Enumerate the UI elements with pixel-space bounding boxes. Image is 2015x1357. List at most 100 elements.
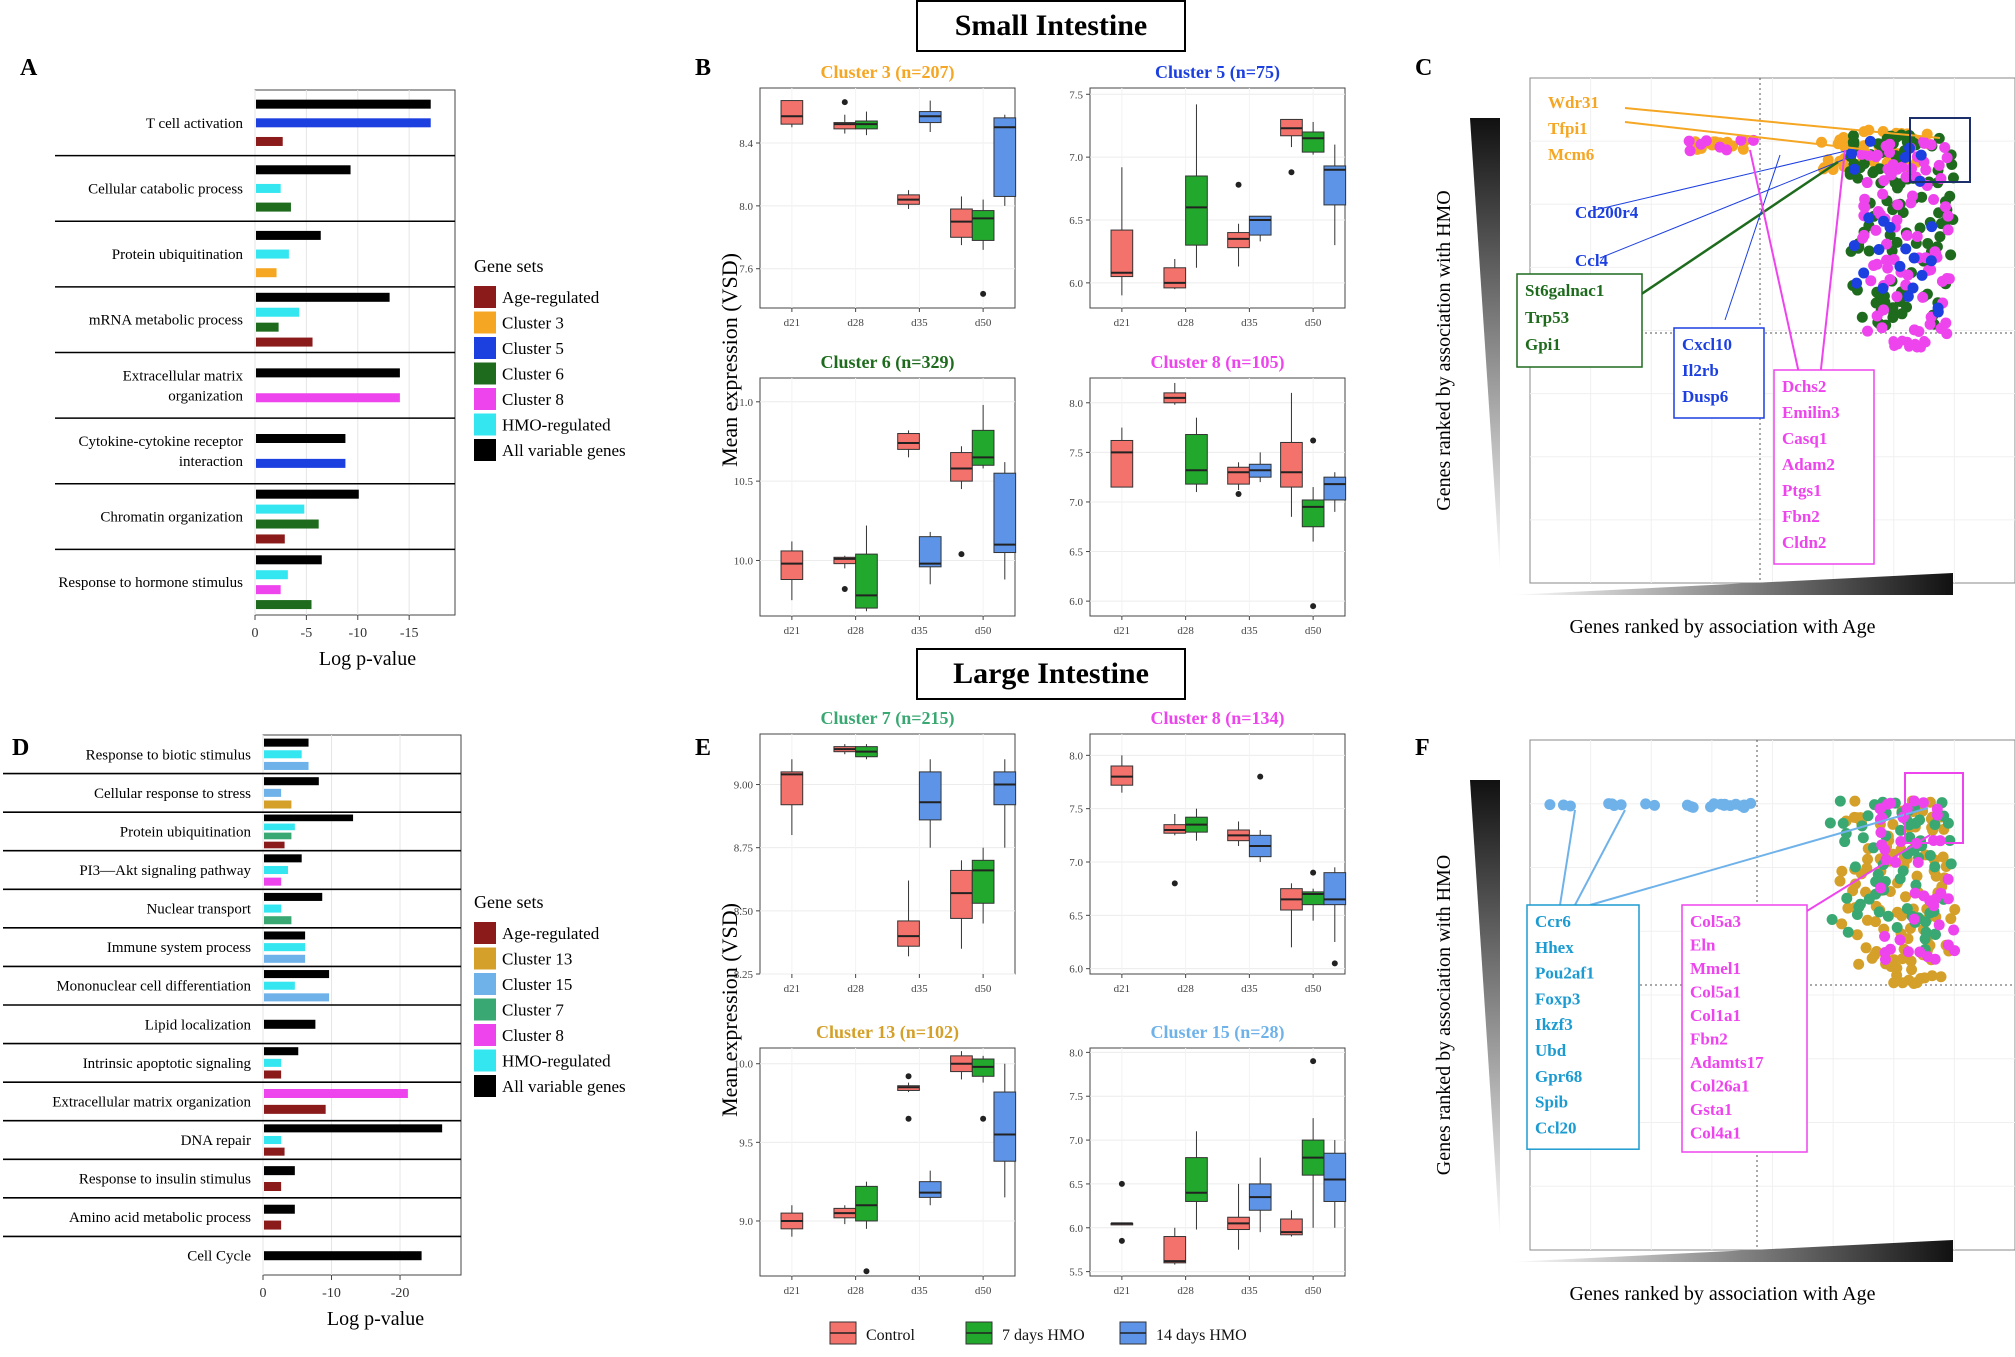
box-control xyxy=(780,771,804,806)
x-tick-label: -10 xyxy=(322,1286,341,1301)
scatter-F: Genes ranked by association with Age Gene… xyxy=(1433,739,2015,1305)
x-tick-label: d21 xyxy=(1114,317,1131,329)
x-tick-label: d21 xyxy=(784,983,801,995)
y-tick-label: 6.5 xyxy=(1069,215,1083,227)
box-plot: 10.0 10.5 11.0 d21 d28 d35 d50 Cluster 6 (n=329… xyxy=(734,352,1017,637)
box-plot: 6.0 6.5 7.0 7.5 d21 d28 d35 d50 Cluster 5 (n=75) xyxy=(1069,62,1347,329)
gene-point xyxy=(1891,291,1903,303)
outlier-point xyxy=(841,586,848,593)
gene-label: Col26a1 xyxy=(1690,1077,1750,1096)
gene-label: Wdr31 xyxy=(1548,93,1599,112)
gene-point xyxy=(1841,892,1853,904)
gene-point xyxy=(1856,311,1868,323)
callout-line xyxy=(1594,149,1851,211)
bar-all xyxy=(256,292,390,302)
gene-point xyxy=(1848,240,1860,252)
gene-point xyxy=(1863,893,1875,905)
gene-point xyxy=(1912,856,1924,868)
gene-point xyxy=(1895,824,1907,836)
x-tick-label: d21 xyxy=(784,317,801,329)
gene-point xyxy=(1925,255,1937,267)
gene-point xyxy=(1871,258,1883,270)
box-control xyxy=(1227,466,1250,485)
category-label: Extracellular matrix xyxy=(123,368,244,384)
box-hmo7 xyxy=(971,210,995,241)
gene-point xyxy=(1911,231,1923,243)
legend-swatch-c3 xyxy=(474,311,496,334)
gene-point xyxy=(1847,136,1859,148)
gene-point xyxy=(1932,302,1944,314)
gene-point xyxy=(1910,879,1922,891)
gene-point xyxy=(1902,269,1914,281)
gene-point xyxy=(1870,297,1882,309)
box-control xyxy=(897,433,920,450)
legend-label: Control xyxy=(866,1327,915,1344)
x-tick-label: d50 xyxy=(975,625,992,637)
plot-frame xyxy=(759,87,1016,309)
gene-point xyxy=(1915,149,1927,161)
legend: Gene sets Age-regulated Cluster 3 Cluster 5… xyxy=(474,256,626,461)
bar-all xyxy=(264,1251,422,1261)
gene-point xyxy=(1873,243,1885,255)
gene-point xyxy=(1875,882,1887,894)
bar-all xyxy=(256,434,346,443)
gene-point xyxy=(1917,291,1929,303)
panel-label-E: E xyxy=(695,735,711,761)
y-tick-label: 6.0 xyxy=(1069,964,1083,976)
gene-point xyxy=(1877,188,1889,200)
legend-swatch-age xyxy=(474,922,496,944)
scatter-C: Genes ranked by association with Age Gene… xyxy=(1433,77,2015,638)
y-tick-label: 8.0 xyxy=(739,201,753,213)
bar-all xyxy=(264,1124,443,1133)
bar-c8 xyxy=(264,877,282,886)
gene-point xyxy=(1862,325,1874,337)
category-label: Protein ubiquitination xyxy=(112,247,244,263)
legend-label: Age-regulated xyxy=(502,288,600,307)
gene-label: Hhex xyxy=(1535,938,1574,957)
panel-label-C: C xyxy=(1415,55,1432,81)
gene-point xyxy=(1935,322,1947,334)
gene-label: Eln xyxy=(1690,936,1716,955)
bar-hmo xyxy=(256,570,288,580)
gene-point xyxy=(1922,237,1934,249)
y-tick-label: 8.75 xyxy=(734,843,754,855)
gene-label: Col1a1 xyxy=(1690,1006,1741,1025)
bar-hmo xyxy=(264,1135,282,1145)
gene-point xyxy=(1925,264,1937,276)
box-control xyxy=(950,208,973,238)
panel-label-F: F xyxy=(1415,735,1430,761)
gene-label: Pou2af1 xyxy=(1535,964,1595,983)
x-tick-label: d50 xyxy=(1305,983,1322,995)
x-tick-label: d28 xyxy=(847,317,864,329)
outlier-point xyxy=(863,1268,870,1275)
category-label: mRNA metabolic process xyxy=(89,313,243,329)
gene-point xyxy=(1908,252,1920,264)
gene-point xyxy=(1882,163,1894,175)
legend-label: 7 days HMO xyxy=(1002,1327,1085,1344)
gene-point xyxy=(1719,798,1731,810)
x-axis-title: Genes ranked by association with Age xyxy=(1569,616,1875,638)
gene-point xyxy=(1816,136,1828,148)
box-hmo14 xyxy=(918,771,942,821)
bar-hmo xyxy=(264,1058,282,1067)
gene-label: Ccl20 xyxy=(1535,1118,1577,1137)
gene-point xyxy=(1907,190,1919,202)
callout-line xyxy=(1639,160,1839,297)
gene-point xyxy=(1900,243,1912,255)
bar-all xyxy=(256,165,351,175)
gene-point xyxy=(1914,946,1926,958)
gene-point xyxy=(1849,878,1861,890)
gene-point xyxy=(1822,154,1834,166)
box-hmo14 xyxy=(993,771,1017,806)
bar-all xyxy=(264,777,319,786)
gene-point xyxy=(1891,236,1903,248)
y-tick-label: 6.5 xyxy=(1069,1179,1083,1191)
x-tick-label: d35 xyxy=(911,317,928,329)
box-hmo14 xyxy=(1323,872,1347,906)
legend-label: Cluster 5 xyxy=(502,339,564,358)
y-axis-title: Mean expression (VSD) xyxy=(717,903,742,1117)
box-hmo7 xyxy=(1185,434,1208,485)
bar-all xyxy=(256,489,359,499)
category-label: Mononuclear cell differentiation xyxy=(56,979,251,995)
gene-point xyxy=(1902,336,1913,347)
